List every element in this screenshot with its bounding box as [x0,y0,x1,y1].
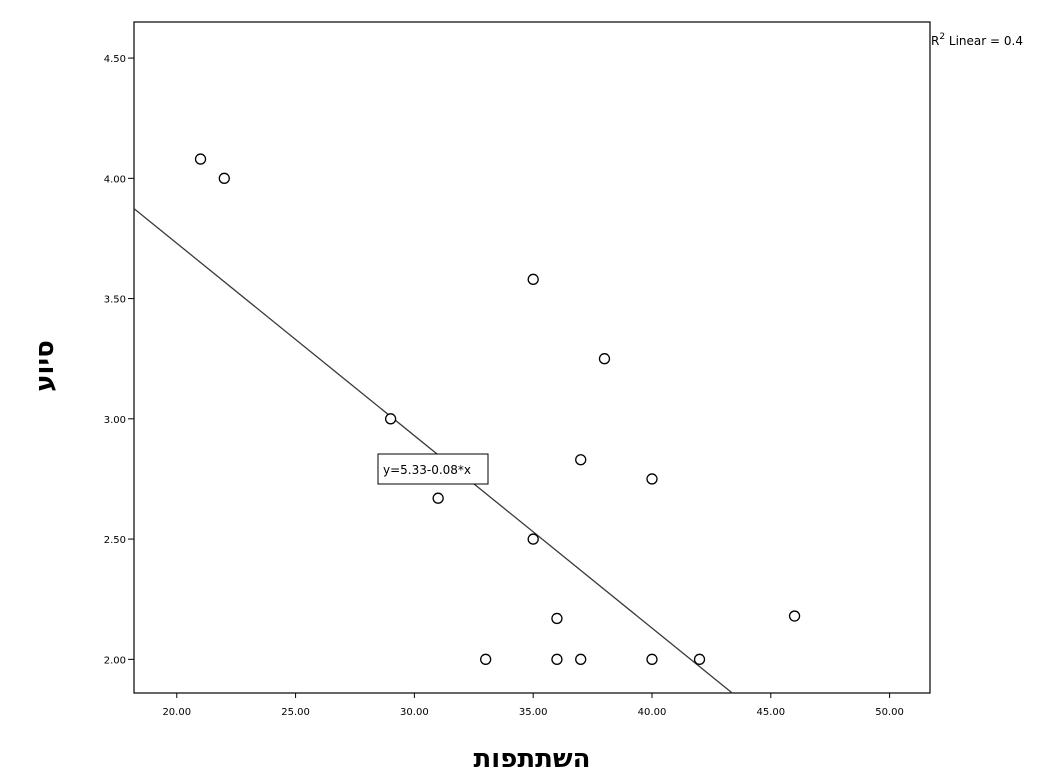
r2-label-prefix: R [931,34,939,48]
data-point [480,653,492,665]
data-point [693,653,706,665]
x-tick-label: 20.00 [162,707,191,718]
equation-label: y=5.33-0.08*x [383,463,471,477]
y-tick-label: 3.50 [104,295,126,306]
data-point [646,653,658,665]
data-point [575,653,587,665]
y-tick-label: 4.50 [104,54,126,65]
x-axis-title: השתתפות [474,744,591,774]
data-point [218,172,230,184]
fit-line-layer [133,208,733,694]
data-point [432,492,444,504]
r2-label: R2 Linear = 0.4 [931,32,1023,48]
data-point [598,353,611,365]
y-tick-label: 4.00 [104,174,126,185]
x-tick-label: 30.00 [400,707,429,718]
points-layer [194,153,801,665]
plot-frame [133,21,931,694]
x-tick-label: 40.00 [638,707,667,718]
x-tick-label: 50.00 [875,707,904,718]
data-point [384,413,397,425]
data-point [551,612,563,625]
data-point [788,610,801,622]
y-axis-title: סיוע [30,340,60,392]
regression-line [133,208,733,694]
data-point [194,153,207,165]
x-tick-label: 45.00 [756,707,785,718]
y-tick-label: 2.50 [104,535,126,546]
equation-box-frame [377,453,489,485]
ticks-layer: 20.00 25.00 30.00 35.00 40.00 45.00 50.00 2.00 2… [104,54,904,718]
x-tick-label: 35.00 [519,707,548,718]
data-point [551,653,563,665]
y-tick-label: 2.00 [104,655,126,666]
r2-label-sup: 2 [939,32,945,42]
data-point [527,533,539,545]
data-point [527,273,539,285]
x-tick-label: 25.00 [281,707,310,718]
equation-box: y=5.33-0.08*x [377,453,489,485]
data-point [575,454,587,466]
r2-label-rest: Linear = 0.4 [945,34,1023,48]
data-point [646,473,658,485]
y-tick-label: 3.00 [104,415,126,426]
